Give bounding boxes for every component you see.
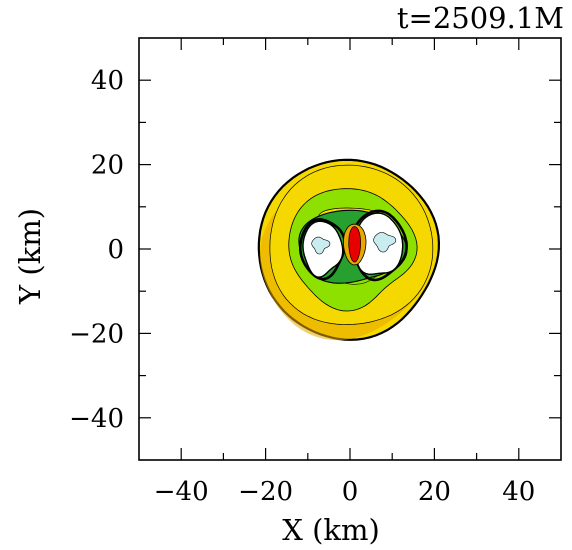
y-axis-title: Y (km) [13, 208, 47, 305]
y-tick-label: −40 [69, 404, 124, 434]
y-tick-label: −20 [69, 319, 124, 349]
contour-left-cavity-edge [299, 218, 347, 281]
contour-left-cavity-spot [311, 236, 331, 255]
y-tick-label: 40 [91, 66, 124, 96]
x-tick-label: −40 [154, 477, 209, 507]
x-tick-label: 40 [502, 477, 535, 507]
time-label: t=2509.1M [397, 1, 564, 35]
contour-right-cavity-spot [373, 232, 397, 253]
plot-area [138, 37, 562, 461]
y-tick-label: 20 [91, 151, 124, 181]
x-tick-label: 20 [418, 477, 451, 507]
x-tick-label: 0 [342, 477, 359, 507]
x-axis-title: X (km) [282, 513, 380, 547]
y-tick-label: 0 [107, 235, 124, 265]
y-tick-labels: −40 −20 0 20 40 [69, 66, 124, 434]
axis-ticks [139, 38, 561, 460]
contour-field [257, 158, 441, 341]
x-tick-label: −20 [238, 477, 293, 507]
contour-central-core [348, 226, 361, 263]
x-tick-labels: −40 −20 0 20 40 [154, 477, 536, 507]
